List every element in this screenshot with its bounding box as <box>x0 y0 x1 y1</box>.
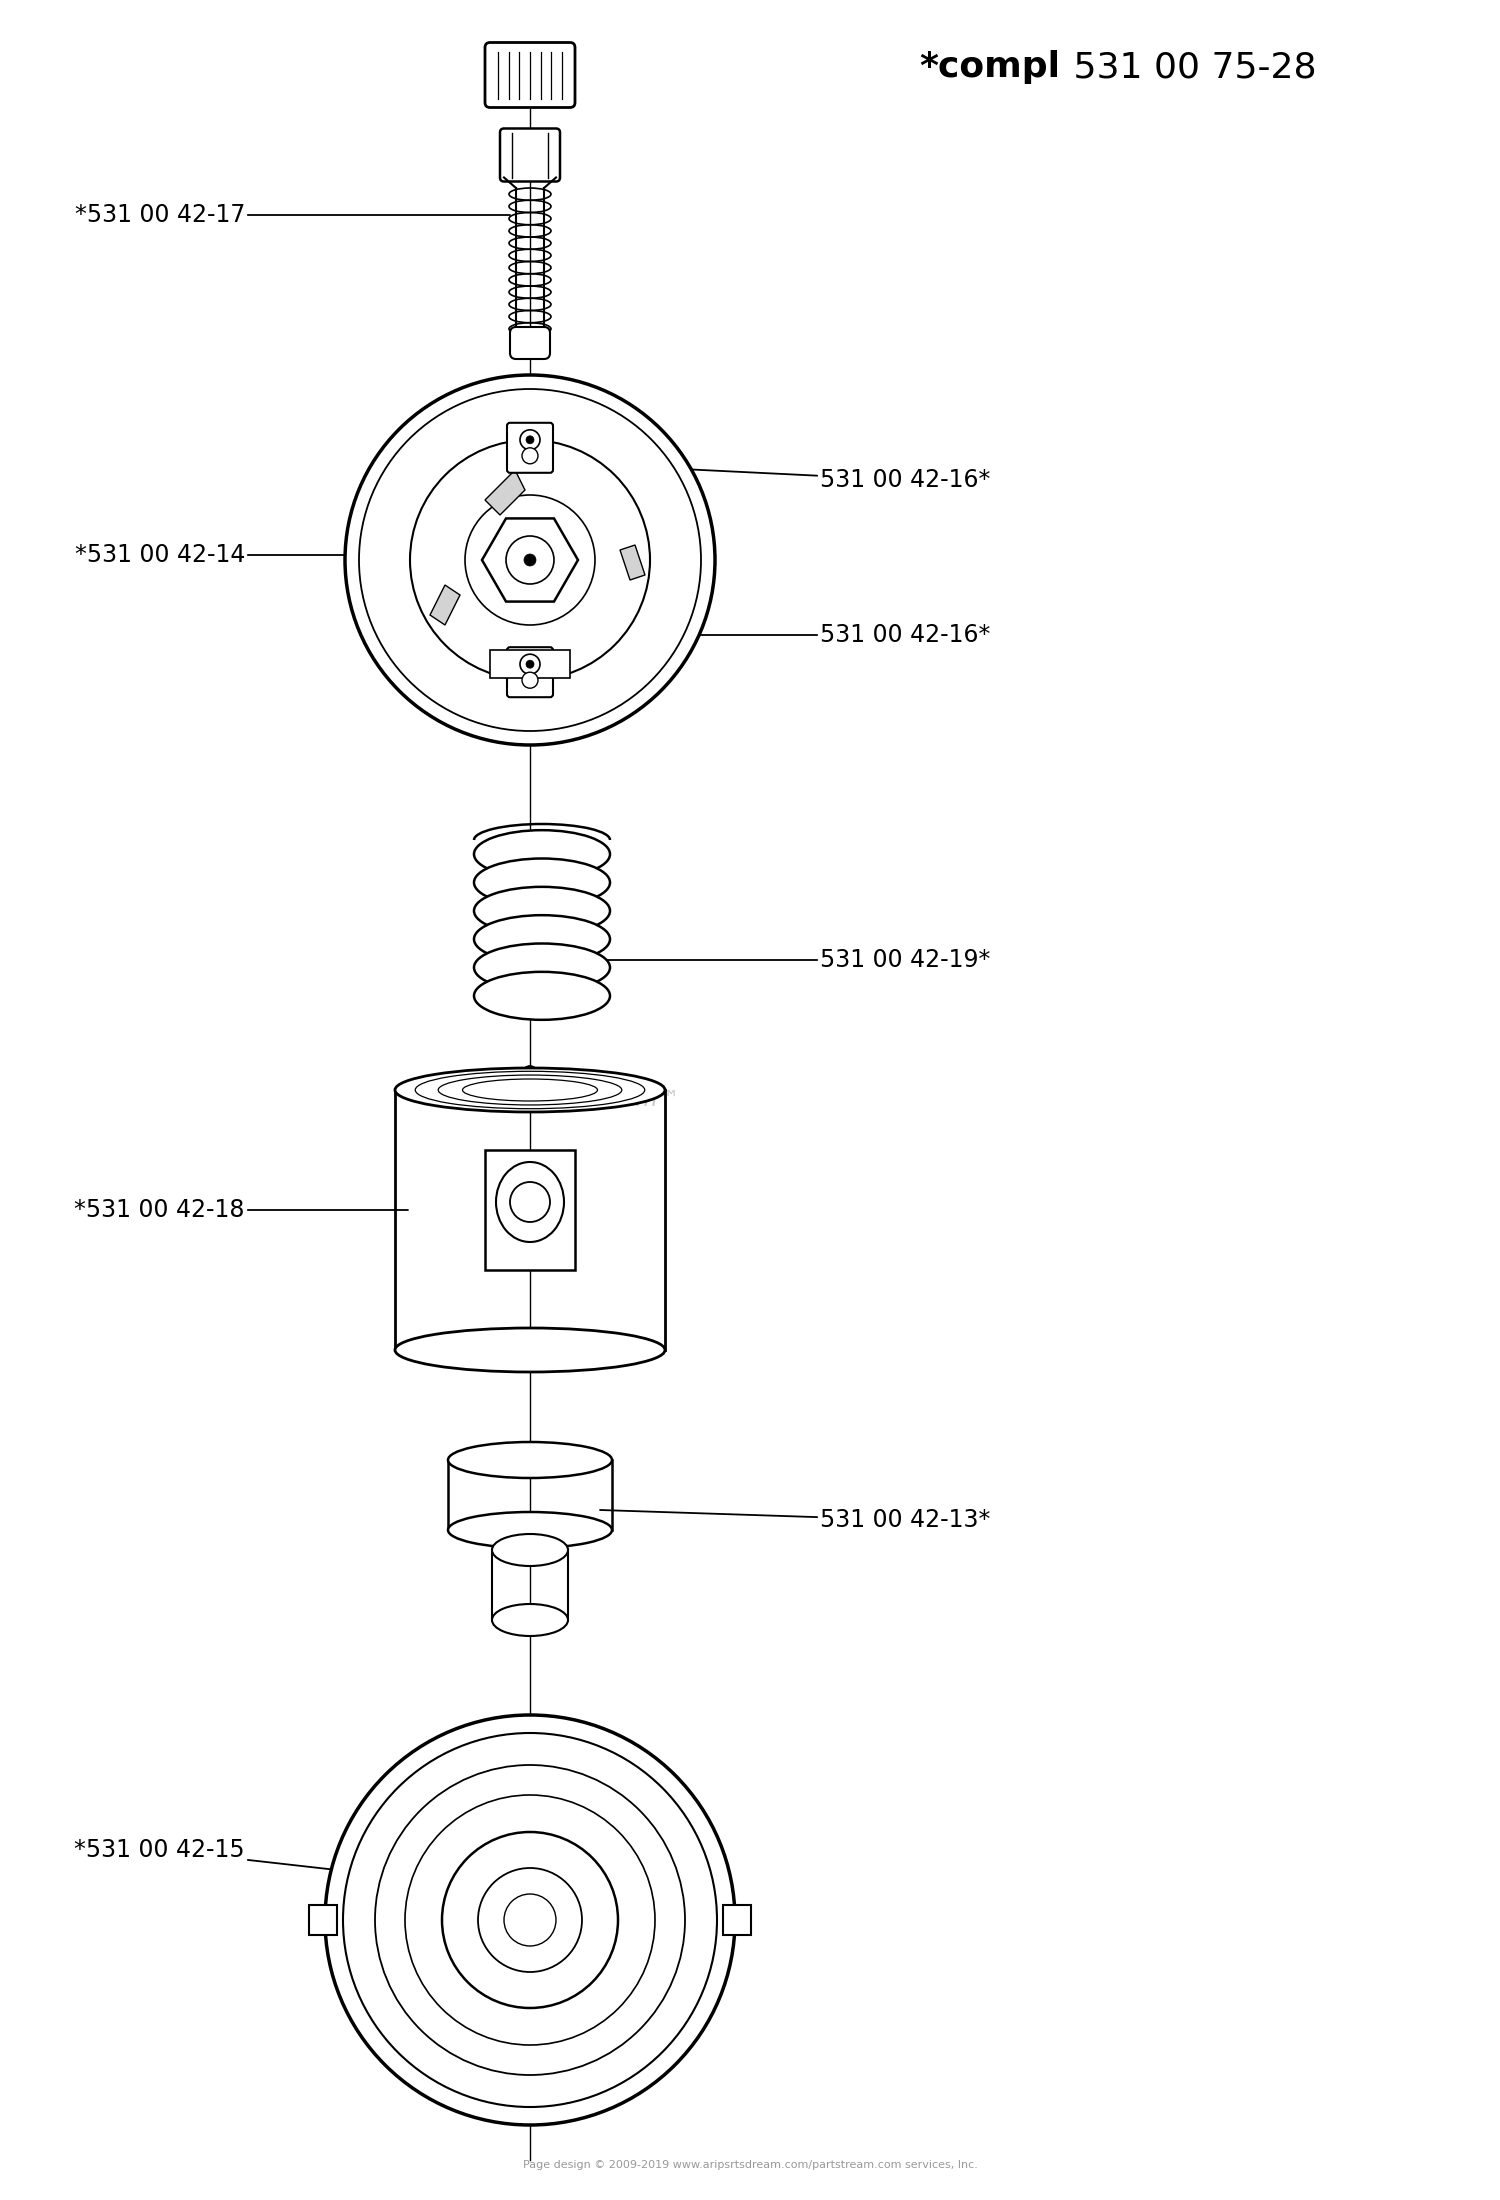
Ellipse shape <box>448 1511 612 1549</box>
Text: 531 00 42-19*: 531 00 42-19* <box>596 948 990 972</box>
Bar <box>723 1905 752 1936</box>
Polygon shape <box>620 546 645 581</box>
Text: *531 00 42-17: *531 00 42-17 <box>75 202 510 227</box>
Text: *531 00 42-18: *531 00 42-18 <box>75 1199 408 1221</box>
FancyBboxPatch shape <box>507 647 554 697</box>
Circle shape <box>410 440 650 680</box>
Polygon shape <box>484 471 525 515</box>
Circle shape <box>526 436 534 444</box>
Circle shape <box>506 537 554 583</box>
Ellipse shape <box>474 829 610 878</box>
Polygon shape <box>430 585 460 625</box>
Circle shape <box>510 1181 550 1221</box>
Circle shape <box>520 429 540 449</box>
Circle shape <box>524 1067 537 1080</box>
Text: 531 00 42-16*: 531 00 42-16* <box>604 623 990 647</box>
FancyBboxPatch shape <box>510 328 550 359</box>
Circle shape <box>524 554 536 565</box>
Text: 531 00 42-13*: 531 00 42-13* <box>600 1507 990 1531</box>
Bar <box>484 1151 574 1269</box>
Ellipse shape <box>448 1441 612 1478</box>
Ellipse shape <box>474 858 610 906</box>
Ellipse shape <box>474 944 610 992</box>
Text: Page design © 2009-2019 www.aripsrtsdream.com/partstream.com services, Inc.: Page design © 2009-2019 www.aripsrtsdrea… <box>522 2160 978 2169</box>
FancyBboxPatch shape <box>484 42 574 108</box>
Circle shape <box>326 1716 735 2125</box>
Ellipse shape <box>474 887 610 935</box>
Circle shape <box>526 660 534 669</box>
Ellipse shape <box>496 1162 564 1243</box>
Text: 531 00 42-16*: 531 00 42-16* <box>600 464 990 493</box>
Text: *compl: *compl <box>920 51 1060 84</box>
Text: ARI PartsDream™: ARI PartsDream™ <box>480 1089 680 1111</box>
FancyBboxPatch shape <box>507 422 554 473</box>
Ellipse shape <box>474 972 610 1021</box>
Text: *531 00 42-14: *531 00 42-14 <box>75 543 362 568</box>
Ellipse shape <box>492 1533 568 1566</box>
Circle shape <box>465 495 596 625</box>
Circle shape <box>520 653 540 673</box>
Bar <box>490 649 570 678</box>
Circle shape <box>522 673 538 689</box>
Circle shape <box>522 449 538 464</box>
Circle shape <box>442 1833 618 2009</box>
Circle shape <box>345 374 716 746</box>
Ellipse shape <box>394 1067 664 1111</box>
FancyBboxPatch shape <box>500 128 560 183</box>
Text: 531 00 75-28: 531 00 75-28 <box>1062 51 1317 84</box>
Text: *531 00 42-15: *531 00 42-15 <box>75 1837 338 1870</box>
Polygon shape <box>482 519 578 601</box>
Ellipse shape <box>394 1329 664 1373</box>
Bar <box>309 1905 338 1936</box>
Ellipse shape <box>474 915 610 964</box>
Ellipse shape <box>492 1604 568 1637</box>
